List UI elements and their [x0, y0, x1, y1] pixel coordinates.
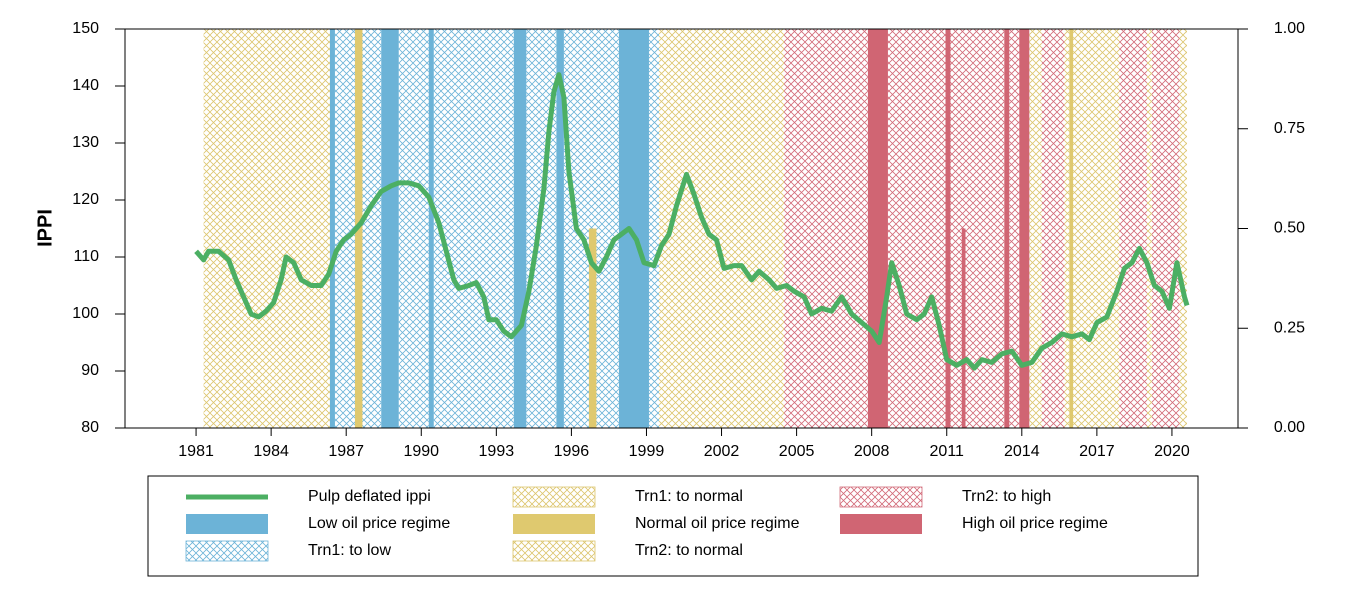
regime-band: [1151, 29, 1180, 428]
y2-tick-label: 0.25: [1274, 319, 1305, 336]
y-tick-label: 140: [72, 77, 99, 94]
y-tick-label: 150: [72, 20, 99, 37]
regime-band: [1119, 29, 1147, 428]
regime-band: [428, 29, 434, 428]
x-tick-label: 1993: [479, 443, 515, 460]
legend-label: Normal oil price regime: [635, 515, 800, 532]
regime-band: [1146, 29, 1152, 428]
legend-label: Pulp deflated ippi: [308, 488, 431, 505]
legend-label: Low oil price regime: [308, 515, 450, 532]
regime-band: [381, 29, 399, 428]
legend-swatch: [840, 514, 922, 534]
regime-band: [513, 29, 527, 428]
x-tick-label: 2008: [854, 443, 890, 460]
y-tick-label: 120: [72, 191, 99, 208]
regime-band: [556, 29, 564, 428]
legend-swatch: [512, 486, 596, 508]
regime-band: [1179, 29, 1187, 428]
regime-band: [588, 228, 597, 428]
legend-swatch: [185, 540, 269, 562]
regime-band: [1029, 29, 1042, 428]
x-tick-label: 1990: [403, 443, 439, 460]
regime-band: [945, 29, 951, 428]
x-tick-label: 2002: [704, 443, 740, 460]
x-tick-label: 1981: [178, 443, 214, 460]
legend-swatch: [512, 540, 596, 562]
legend-label: Trn1: to normal: [635, 488, 743, 505]
regime-band: [1064, 29, 1070, 428]
regime-band: [329, 29, 335, 428]
legend: [147, 475, 1199, 577]
y-tick-label: 130: [72, 134, 99, 151]
regime-band: [1004, 29, 1010, 428]
regime-band: [1041, 29, 1065, 428]
regime-band: [1019, 29, 1030, 428]
legend-swatch: [513, 514, 595, 534]
x-tick-label: 2017: [1079, 443, 1115, 460]
regime-band: [1009, 29, 1020, 428]
y-axis-label: IPPI: [34, 209, 56, 247]
y2-tick-label: 0.75: [1274, 120, 1305, 137]
x-tick-label: 2014: [1004, 443, 1040, 460]
y-tick-label: 100: [72, 305, 99, 322]
x-tick-label: 2020: [1154, 443, 1190, 460]
y2-tick-label: 1.00: [1274, 20, 1305, 37]
y-tick-label: 90: [81, 362, 99, 379]
x-tick-label: 2005: [779, 443, 815, 460]
y-tick-label: 80: [81, 419, 99, 436]
x-tick-label: 1987: [328, 443, 364, 460]
legend-label: Trn2: to high: [962, 488, 1051, 505]
legend-label: Trn1: to low: [308, 542, 391, 559]
regime-band: [784, 29, 868, 428]
legend-swatch: [186, 514, 268, 534]
y2-tick-label: 0.00: [1274, 419, 1305, 436]
x-tick-label: 1984: [253, 443, 289, 460]
regime-band: [1069, 29, 1074, 428]
x-tick-label: 1996: [554, 443, 590, 460]
regime-band: [961, 228, 966, 428]
x-tick-label: 1999: [629, 443, 665, 460]
regime-band: [433, 29, 514, 428]
regime-band: [1073, 29, 1120, 428]
legend-label: Trn2: to normal: [635, 542, 743, 559]
regime-band: [618, 29, 649, 428]
regime-band: [203, 29, 330, 428]
data-line: [194, 72, 1190, 371]
x-tick-label: 2011: [930, 443, 965, 460]
regime-band: [658, 29, 785, 428]
regime-band: [867, 29, 888, 428]
legend-swatch: [839, 486, 923, 508]
regime-band: [526, 29, 557, 428]
regime-band: [648, 29, 659, 428]
y2-tick-label: 0.50: [1274, 220, 1305, 237]
y-tick-label: 110: [73, 248, 99, 265]
regime-band: [398, 29, 429, 428]
legend-label: High oil price regime: [962, 515, 1108, 532]
